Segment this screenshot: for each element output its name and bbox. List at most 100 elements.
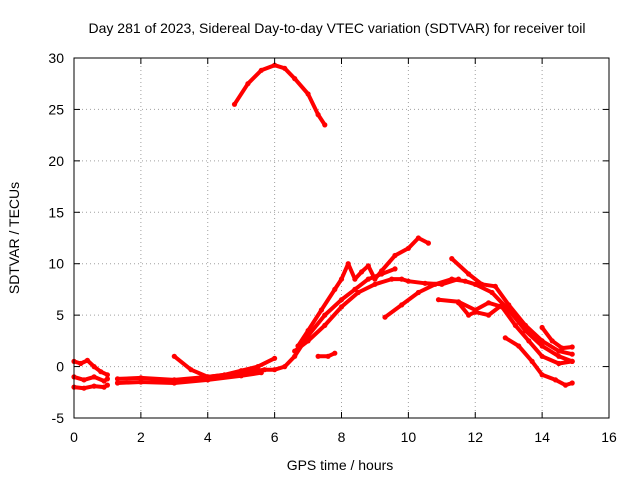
data-point <box>539 338 545 344</box>
data-point <box>91 364 97 370</box>
data-point <box>372 276 378 282</box>
data-point <box>526 338 532 344</box>
data-point <box>332 350 338 356</box>
data-point <box>556 348 562 354</box>
data-point <box>539 343 545 349</box>
data-point <box>104 376 110 382</box>
data-point <box>221 372 228 378</box>
data-point <box>569 344 575 350</box>
data-point <box>338 304 345 310</box>
data-point <box>522 322 529 328</box>
data-point <box>292 76 298 82</box>
data-point <box>292 353 298 359</box>
data-point <box>365 276 371 282</box>
series-arc-2 <box>71 374 110 384</box>
data-point <box>188 367 194 373</box>
chart-title: Day 281 of 2023, Sidereal Day-to-day VTE… <box>89 20 586 36</box>
data-point <box>262 367 268 373</box>
data-point <box>332 286 338 292</box>
series-arc-16 <box>539 324 575 351</box>
x-tick-label: 0 <box>70 429 78 445</box>
series-arc-10 <box>315 350 338 359</box>
series-arc-15 <box>502 335 575 388</box>
data-point <box>205 374 211 380</box>
data-point <box>449 256 455 262</box>
series-line-arc-16 <box>540 325 575 351</box>
data-point <box>282 364 288 370</box>
data-point <box>359 269 365 275</box>
data-point <box>516 343 522 349</box>
data-point <box>104 372 110 378</box>
data-point <box>489 289 495 296</box>
data-point <box>455 300 462 306</box>
series-line-arc-9 <box>292 277 461 354</box>
data-point <box>114 376 121 382</box>
data-point <box>379 268 385 274</box>
y-tick-label: 20 <box>48 153 64 169</box>
data-point <box>282 65 288 71</box>
series-arc-8 <box>295 235 431 349</box>
x-tick-label: 2 <box>137 429 145 445</box>
series-arc-9 <box>292 276 462 354</box>
data-point <box>486 312 492 318</box>
series-arc-6 <box>171 353 278 380</box>
x-tick-label: 14 <box>534 429 550 445</box>
data-point <box>81 377 87 383</box>
data-point <box>492 283 498 289</box>
data-point <box>435 297 442 303</box>
data-point <box>338 297 345 303</box>
data-point <box>389 276 395 282</box>
series-line-arc-13 <box>436 297 575 366</box>
data-point <box>422 280 428 286</box>
data-point <box>171 380 177 386</box>
data-point <box>272 62 278 68</box>
data-point <box>466 271 472 277</box>
data-point <box>425 240 431 246</box>
x-tick-label: 12 <box>467 429 483 445</box>
data-point <box>352 286 358 292</box>
data-point <box>529 358 535 364</box>
data-point <box>231 101 238 107</box>
data-point <box>479 281 485 287</box>
y-tick-label: 0 <box>56 359 64 375</box>
data-point <box>315 112 321 118</box>
data-point <box>365 263 371 269</box>
data-point <box>238 368 244 374</box>
data-point <box>292 348 298 354</box>
series-line-arc-7 <box>232 63 327 127</box>
data-point <box>345 261 351 267</box>
data-point <box>78 360 84 367</box>
data-point <box>472 281 478 287</box>
series-line-arc-5 <box>115 370 264 385</box>
data-series <box>71 62 575 391</box>
series-arc-11 <box>382 276 575 364</box>
data-point <box>322 312 328 318</box>
data-point <box>552 377 559 383</box>
data-point <box>506 302 512 308</box>
data-point <box>556 353 562 359</box>
data-point <box>98 369 104 375</box>
data-point <box>405 278 411 284</box>
data-point <box>272 355 278 361</box>
data-point <box>382 314 388 320</box>
data-point <box>305 328 311 334</box>
data-point <box>322 322 328 328</box>
series-arc-12 <box>449 256 575 357</box>
y-tick-label: 10 <box>48 256 64 272</box>
data-point <box>569 358 575 364</box>
data-point <box>549 338 555 344</box>
data-point <box>258 370 264 376</box>
data-point <box>138 375 144 381</box>
data-point <box>104 382 110 388</box>
x-tick-label: 4 <box>204 429 212 445</box>
data-point <box>322 122 328 128</box>
data-point <box>258 67 264 73</box>
data-point <box>372 281 378 287</box>
data-point <box>466 312 472 318</box>
data-point <box>305 91 311 97</box>
series-arc-3 <box>71 382 110 391</box>
series-arc-1 <box>71 357 110 378</box>
data-point <box>325 353 331 359</box>
data-point <box>81 385 87 391</box>
